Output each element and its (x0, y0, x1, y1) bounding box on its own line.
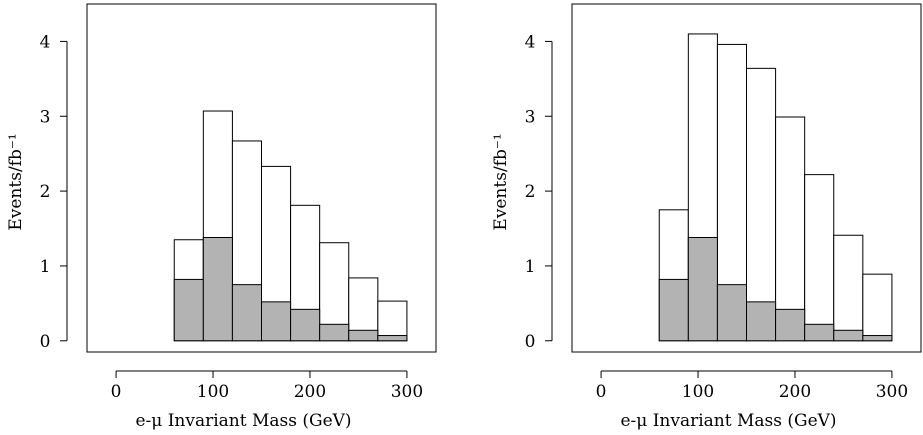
y-tick-label: 2 (525, 182, 536, 202)
total-bar-9 (833, 234, 864, 342)
x-tick-label: 300 (876, 382, 908, 402)
x-axis-label: e-μ Invariant Mass (GeV) (620, 411, 836, 431)
y-tick-label: 1 (525, 257, 536, 277)
x-tick-label: 0 (596, 382, 607, 402)
y-tick-label: 0 (525, 332, 536, 352)
y-axis-label: Events/fb⁻¹ (491, 133, 511, 230)
y-tick-label: 3 (525, 107, 536, 127)
y-tick-label: 4 (525, 32, 536, 52)
x-tick-label: 200 (779, 382, 811, 402)
background-bar-3 (173, 278, 204, 342)
x-tick-label: 100 (197, 382, 229, 402)
background-bar-4 (202, 236, 233, 342)
total-bar-7 (775, 116, 806, 342)
plot-frame (571, 3, 922, 353)
background-bar-10 (377, 335, 408, 342)
y-tick-label: 1 (40, 257, 51, 277)
total-bar-6 (746, 67, 777, 342)
background-bar-8 (804, 323, 835, 342)
background-bar-9 (833, 329, 864, 342)
background-bar-7 (775, 308, 806, 342)
chart-panel-1: 0 1 2 3 4 0 100 200 300 e-μ Invariant Mass (GeV) E… (6, 3, 437, 431)
total-bar-10 (377, 300, 408, 342)
background-bar-6 (746, 301, 777, 342)
background-bar-10 (862, 335, 893, 342)
background-bar-7 (290, 308, 321, 342)
y-axis-label: Events/fb⁻¹ (6, 133, 26, 230)
x-axis-label: e-μ Invariant Mass (GeV) (135, 411, 351, 431)
background-bar-8 (319, 323, 350, 342)
total-bar-8 (804, 174, 835, 342)
background-bar-3 (658, 278, 689, 342)
plot-frame (86, 3, 437, 353)
y-tick-label: 4 (40, 32, 51, 52)
background-bar-9 (348, 329, 379, 342)
background-bar-4 (687, 236, 718, 342)
x-tick-label: 300 (391, 382, 423, 402)
background-bar-5 (231, 284, 263, 342)
background-bar-6 (261, 301, 292, 342)
chart-panel-2: 0 1 2 3 4 0 100 200 300 e-μ Invariant Mass (GeV) E… (491, 3, 922, 431)
x-tick-label: 100 (682, 382, 714, 402)
y-tick-label: 2 (40, 182, 51, 202)
x-tick-label: 0 (111, 382, 122, 402)
total-bar-10 (862, 273, 893, 342)
background-bar-5 (716, 284, 748, 342)
y-tick-label: 0 (40, 332, 51, 352)
y-tick-label: 3 (40, 107, 51, 127)
x-tick-label: 200 (294, 382, 326, 402)
